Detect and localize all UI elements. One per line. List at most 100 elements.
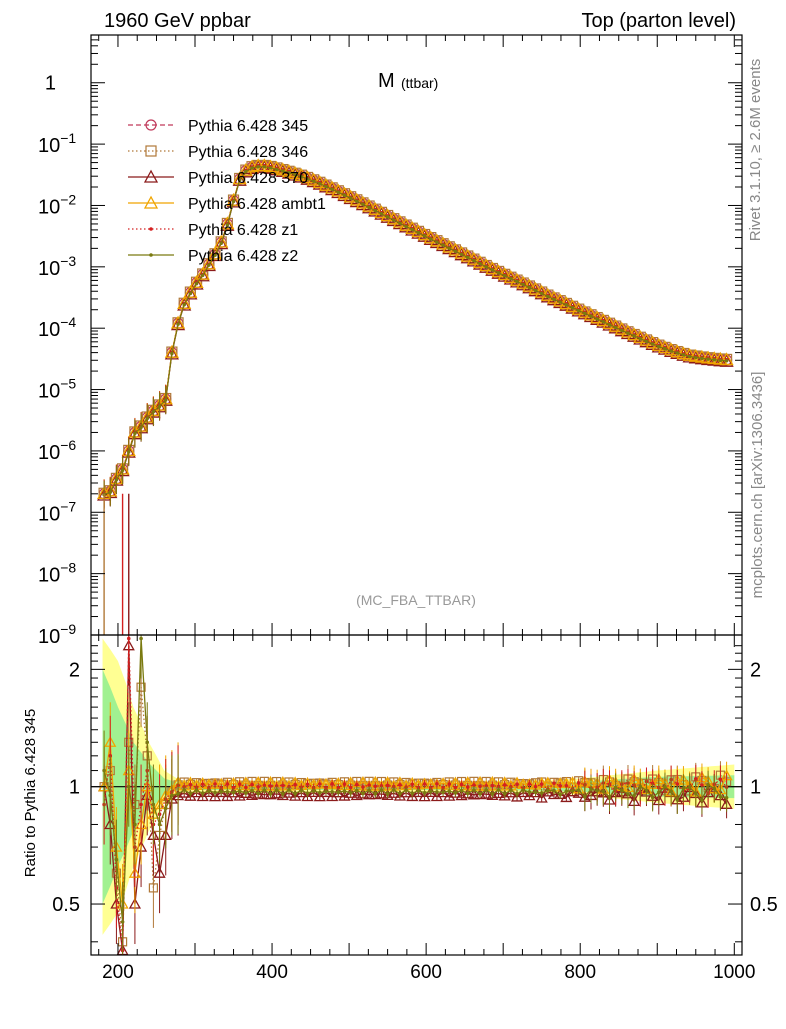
legend-marker [149,253,153,257]
main-data-point [139,425,143,430]
ratio-data-point [638,784,643,789]
ratio-data-point [268,784,273,788]
ratio-data-point [336,785,341,790]
ratio-data-point [170,793,174,798]
ratio-data-point [108,793,113,798]
ratio-data-point [188,782,193,787]
ratio-data-point [533,784,538,789]
legend-entry-z1: Pythia 6.428 z1 [128,222,298,239]
main-data-point [237,178,242,182]
ratio-data-point [473,788,487,800]
main-series-z2 [102,164,729,509]
ratio-y-tick-label: 2 [69,659,80,681]
ratio-data-point [558,783,562,788]
legend-label: Pythia 6.428 345 [188,118,308,135]
ratio-data-point [459,782,464,787]
ratio-data-point [502,783,507,787]
ratio-data-point [225,782,230,786]
main-data-point [558,300,562,304]
ratio-data-point [484,787,489,792]
main-data-point [441,243,445,247]
main-data-point [151,409,156,414]
ratio-data-point [375,787,388,799]
ratio-data-point [718,794,723,799]
main-data-point [509,276,513,281]
ratio-data-point [490,783,495,788]
ratio-y-tick-label: 0.5 [52,894,80,916]
ratio-data-point [620,788,624,793]
ratio-data-point [133,822,137,827]
ratio-data-point [472,783,476,787]
ratio-data-point [145,740,150,745]
ratio-data-point [221,790,234,802]
main-data-point [244,169,248,174]
ratio-data-point [564,783,569,788]
main-data-point [391,218,396,222]
ratio-data-point [268,792,273,796]
main-data-point [607,322,612,327]
main-data-point [527,285,532,290]
ratio-data-point [139,636,143,641]
ratio-data-point [539,791,544,795]
main-data-point [718,358,723,363]
ratio-data-point [188,791,193,796]
main-data-point [324,184,328,189]
ratio-data-point [404,788,408,792]
ratio-data-point [465,785,470,789]
y-tick-label: 10−2 [38,191,76,218]
ratio-data-point [706,782,710,787]
y-tick-exponent: −4 [60,314,76,330]
ratio-data-point [176,792,180,796]
main-data-point [330,187,334,191]
y-tick-label: 10−6 [38,437,76,464]
ratio-plot-frame [90,634,743,956]
main-data-point [108,490,113,494]
legend: Pythia 6.428 345 Pythia 6.428 346 Pythia 6… [128,118,326,265]
ratio-data-point [262,783,267,788]
main-data-point [589,314,593,318]
ratio-data-point [539,782,544,786]
main-data-point [638,336,643,341]
ratio-data-point [200,791,205,795]
ratio-data-point [632,793,636,798]
main-data-point [348,196,353,200]
y-tick-label: 10−8 [38,560,76,587]
y-tick-label: 10−3 [38,253,76,280]
legend-marker [145,119,157,131]
ratio-data-point [422,782,427,786]
ratio-series-layer [97,635,733,955]
main-data-point [201,258,216,272]
ratio-data-point [330,790,334,794]
x-tick-label: 600 [410,962,442,983]
x-tick-label: 800 [564,962,596,983]
ratio-data-point [213,790,217,795]
ratio-data-point [521,788,526,792]
ratio-data-point [441,790,445,794]
ratio-data-point [182,788,187,792]
main-data-point [453,249,458,254]
plot-title: M [378,70,395,92]
main-data-point [416,230,421,235]
y-tick-label: 10−5 [38,376,76,403]
main-data-point [583,311,587,316]
main-data-point [274,167,279,172]
ratio-data-point [342,789,347,793]
main-data-point [177,297,192,311]
y-tick-exponent: −9 [60,621,76,637]
ratio-data-point [453,791,458,795]
ratio-y-tick-label-right: 0.5 [750,894,778,916]
ratio-data-point [700,783,704,787]
ratio-data-point [570,788,575,793]
main-data-point [675,351,680,355]
ratio-data-point [330,782,334,786]
ratio-data-point [410,782,415,787]
ratio-data-point [650,795,655,800]
ratio-data-point [492,786,505,798]
ratio-data-point [385,783,390,788]
ratio-series-z2 [102,635,729,955]
ratio-data-point [311,788,316,793]
main-data-point [200,273,205,278]
ratio-data-point [480,787,493,799]
main-data-point [120,468,125,472]
